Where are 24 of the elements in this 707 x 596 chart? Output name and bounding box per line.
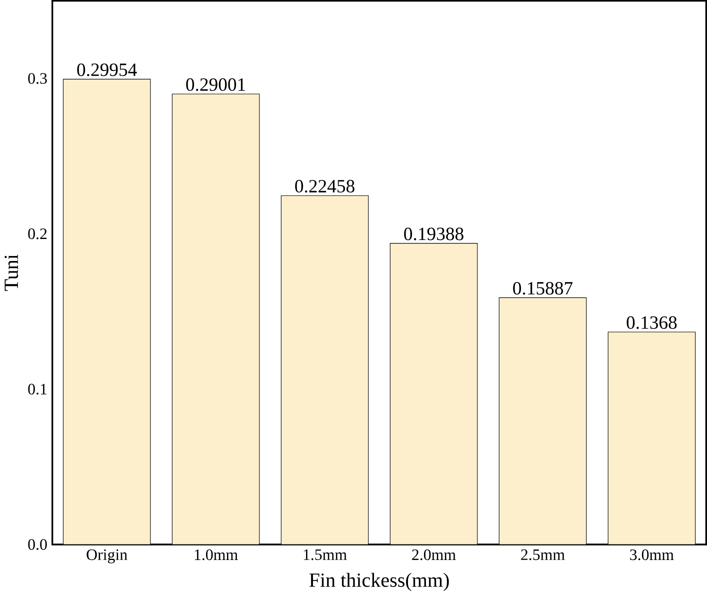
y-tick-label: 0.0 <box>28 539 47 550</box>
data-label: 0.29954 <box>77 64 137 76</box>
y-tick-label: 0.2 <box>28 228 47 240</box>
data-label: 0.22458 <box>295 180 354 193</box>
x-axis-title: Fin thickess(mm) <box>309 573 449 592</box>
x-tick-label: 1.0mm <box>194 550 238 560</box>
data-label: 0.19388 <box>404 228 464 240</box>
x-tick-label: 3.0mm <box>630 550 674 560</box>
bar <box>172 94 260 545</box>
y-tick-label: 0.3 <box>28 73 47 84</box>
bar <box>499 298 586 545</box>
x-tick-label: 2.5mm <box>521 550 565 560</box>
bar <box>390 244 478 545</box>
x-tick-label: Origin <box>86 550 128 564</box>
y-axis-title: Tuni <box>4 254 18 292</box>
data-label: 0.29001 <box>186 78 246 92</box>
bar <box>608 332 696 545</box>
x-tick-label: 1.5mm <box>304 550 347 560</box>
data-label: 0.15887 <box>513 282 573 295</box>
bar <box>281 196 368 545</box>
y-tick-label: 0.1 <box>28 384 46 395</box>
bar <box>63 79 150 545</box>
data-label: 0.1368 <box>626 316 677 330</box>
x-tick-label: 2.0mm <box>412 550 456 560</box>
